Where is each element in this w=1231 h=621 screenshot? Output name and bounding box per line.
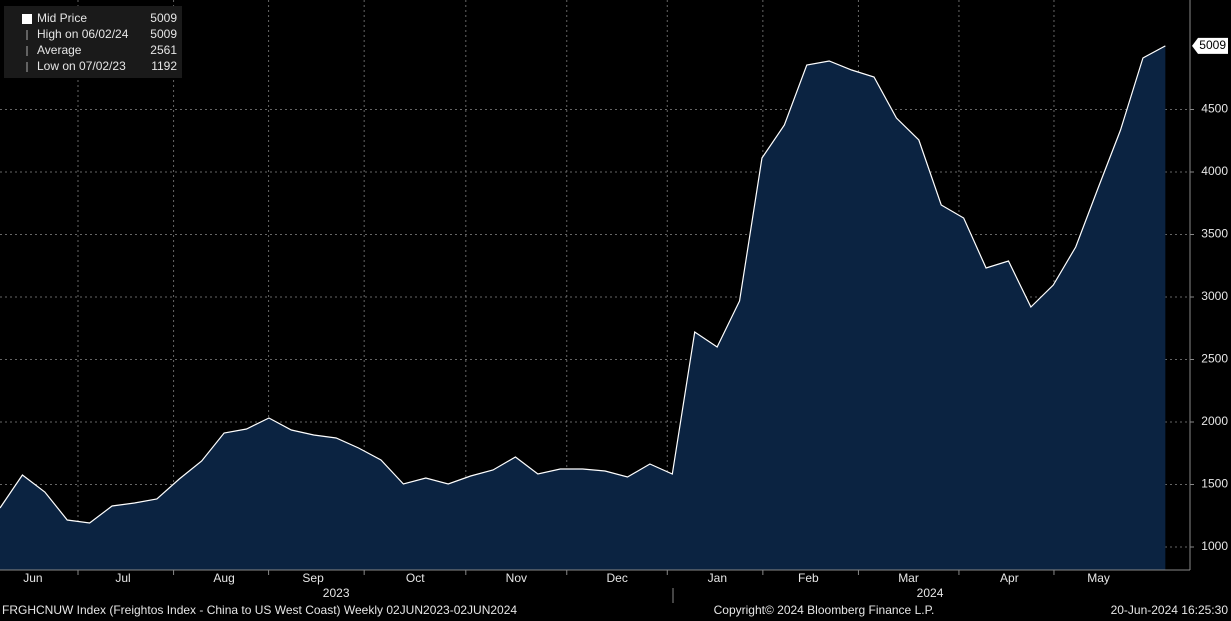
legend-label: Mid Price bbox=[37, 11, 87, 25]
x-tick-label: Jan bbox=[708, 571, 727, 585]
y-tick-label: 4000 bbox=[1201, 164, 1228, 178]
legend-value: 1192 bbox=[151, 59, 177, 73]
y-tick-label: 1000 bbox=[1201, 539, 1228, 553]
year-label: 2024 bbox=[917, 586, 944, 600]
legend-value: 2561 bbox=[150, 43, 177, 57]
last-value-tag bbox=[1192, 37, 1228, 54]
legend-label: Average bbox=[37, 43, 82, 57]
x-tick-label: Sep bbox=[302, 571, 324, 585]
footer-center: Copyright© 2024 Bloomberg Finance L.P. bbox=[714, 603, 935, 617]
y-tick-label: 4500 bbox=[1201, 102, 1228, 116]
y-tick-label: 2500 bbox=[1201, 352, 1228, 366]
footer-right: 20-Jun-2024 16:25:30 bbox=[1111, 603, 1229, 617]
x-tick-label: Jun bbox=[23, 571, 42, 585]
legend-label: Low on 07/02/23 bbox=[37, 59, 126, 73]
legend-label: High on 06/02/24 bbox=[37, 27, 129, 41]
year-label: 2023 bbox=[323, 586, 350, 600]
x-tick-label: May bbox=[1087, 571, 1110, 585]
plot-area bbox=[0, 0, 1190, 570]
y-tick-label: 1500 bbox=[1201, 477, 1228, 491]
x-tick-label: Feb bbox=[798, 571, 819, 585]
x-tick-label: Aug bbox=[213, 571, 234, 585]
y-tick-label: 2000 bbox=[1201, 414, 1228, 428]
x-tick-label: Nov bbox=[506, 571, 527, 585]
area bbox=[0, 45, 1166, 570]
last-value-label: 5009 bbox=[1199, 38, 1226, 52]
x-tick-label: Mar bbox=[898, 571, 919, 585]
x-tick-label: Oct bbox=[406, 571, 425, 585]
footer-left: FRGHCNUW Index (Freightos Index - China … bbox=[2, 603, 517, 617]
legend-box bbox=[4, 6, 182, 78]
y-tick-label: 3500 bbox=[1201, 227, 1228, 241]
x-tick-label: Dec bbox=[607, 571, 628, 585]
line bbox=[0, 45, 1166, 524]
x-tick-label: Apr bbox=[1000, 571, 1019, 585]
legend-value: 5009 bbox=[150, 11, 177, 25]
legend-swatch bbox=[22, 14, 32, 24]
x-tick-label: Jul bbox=[115, 571, 130, 585]
legend-value: 5009 bbox=[150, 27, 177, 41]
y-tick-label: 3000 bbox=[1201, 289, 1228, 303]
